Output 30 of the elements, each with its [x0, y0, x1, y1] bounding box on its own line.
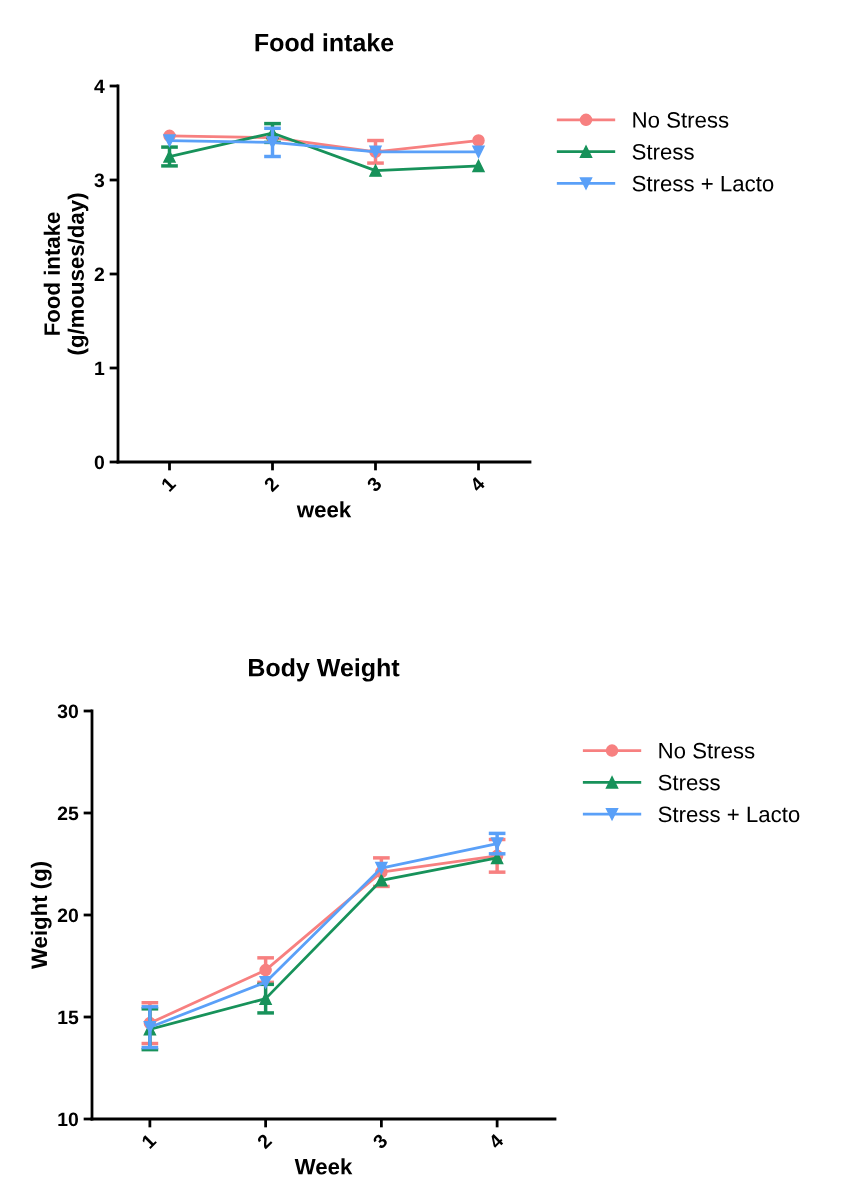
- x-tick-label: 3: [365, 476, 383, 493]
- legend-label: Stress + Lacto: [658, 806, 800, 823]
- legend-label: No Stress: [633, 112, 729, 128]
- legend-label: Stress + Lacto: [632, 175, 774, 192]
- y-tick-label: 10: [58, 1112, 79, 1127]
- y-tick-label: 0: [94, 455, 105, 470]
- chart-title: Body Weight: [249, 658, 400, 682]
- y-tick-label: 2: [94, 267, 105, 282]
- x-tick-label: 4: [487, 1132, 505, 1150]
- x-tick-label: 3: [371, 1133, 389, 1150]
- x-tick-label: 1: [160, 476, 177, 492]
- y-tick-label: 1: [95, 361, 105, 376]
- chart-title: Food intake: [255, 33, 394, 52]
- legend-label: No Stress: [659, 742, 755, 759]
- y-tick-label: 30: [57, 704, 79, 719]
- x-tick-label: 2: [256, 1133, 273, 1150]
- y-axis-title: Weight (g): [30, 861, 52, 970]
- x-tick-label: 4: [468, 475, 486, 493]
- y-tick-label: 25: [57, 806, 79, 821]
- x-tick-label: 2: [263, 476, 280, 493]
- y-tick-label: 20: [57, 908, 79, 923]
- x-tick-label: 1: [141, 1133, 157, 1149]
- legend-label: Stress: [632, 143, 694, 160]
- y-tick-label: 15: [58, 1010, 79, 1025]
- y-tick-label: 4: [94, 79, 105, 94]
- x-axis-title: week: [296, 501, 352, 518]
- legend-label: Stress: [658, 774, 720, 791]
- y-axis-title: Food intake (g/mouses/day): [43, 193, 89, 355]
- y-tick-label: 3: [94, 173, 105, 188]
- x-axis-title: Week: [294, 1158, 353, 1175]
